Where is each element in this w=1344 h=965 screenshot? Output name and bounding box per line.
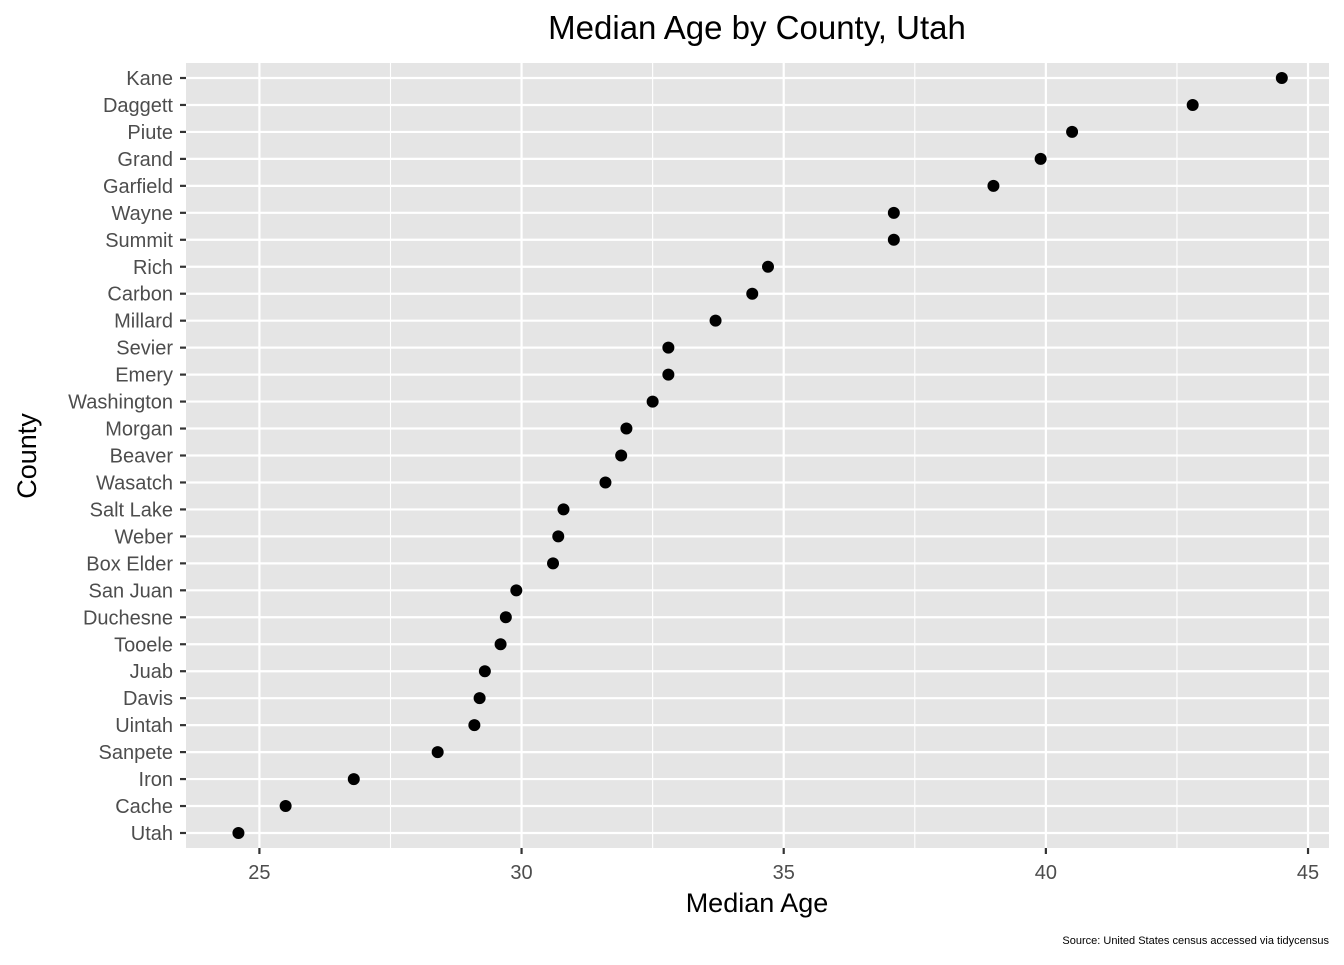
y-tick-label: Daggett	[103, 95, 173, 117]
data-point	[1066, 125, 1079, 138]
y-tick-label: Grand	[117, 149, 173, 171]
data-point	[552, 530, 565, 543]
y-tick-label: Rich	[133, 257, 173, 279]
data-point	[547, 557, 560, 570]
source-caption: Source: United States census accessed vi…	[1062, 935, 1329, 947]
data-point	[1034, 152, 1047, 165]
y-axis: Kane Daggett Piute Grand Garfield Wayne Summit…	[68, 68, 186, 845]
y-tick-label: Tooele	[114, 634, 173, 656]
y-tick-label: Piute	[127, 122, 173, 144]
y-tick-label: Sanpete	[98, 742, 173, 764]
x-axis-title: Median Age	[686, 888, 829, 918]
data-points	[232, 72, 1288, 839]
data-point	[478, 665, 491, 678]
y-tick-label: Cache	[115, 796, 173, 818]
data-point	[279, 800, 292, 813]
y-tick-label: Beaver	[110, 446, 174, 468]
y-tick-label: Carbon	[107, 284, 173, 306]
x-tick-label: 25	[248, 862, 270, 884]
data-point	[646, 395, 659, 408]
data-point	[1186, 98, 1199, 111]
data-point	[662, 341, 675, 354]
y-tick-label: Salt Lake	[90, 499, 173, 521]
x-tick-label: 30	[510, 862, 532, 884]
y-tick-label: Iron	[139, 769, 173, 791]
y-tick-label: Weber	[114, 526, 173, 548]
y-tick-label: Juab	[130, 661, 173, 683]
y-axis-title: County	[12, 413, 42, 499]
data-point	[494, 638, 507, 651]
y-tick-label: Summit	[105, 230, 173, 252]
data-point	[473, 692, 486, 705]
y-tick-label: Uintah	[115, 715, 173, 737]
y-tick-label: Wayne	[111, 203, 173, 225]
y-tick-label: Morgan	[105, 419, 173, 441]
data-point	[599, 476, 612, 489]
data-point	[620, 422, 633, 435]
y-tick-label: Emery	[115, 365, 173, 387]
data-point	[557, 503, 570, 516]
data-point	[431, 746, 444, 759]
y-tick-label: Sevier	[116, 338, 173, 360]
data-point	[987, 179, 1000, 192]
data-point	[662, 368, 675, 381]
y-tick-label: Duchesne	[83, 607, 173, 629]
y-tick-label: Wasatch	[96, 472, 173, 494]
y-tick-label: Garfield	[103, 176, 173, 198]
data-point	[746, 287, 759, 300]
data-point	[499, 611, 512, 624]
grid-lines	[186, 63, 1329, 848]
data-point	[232, 827, 245, 839]
data-point	[709, 314, 722, 327]
y-tick-label: Box Elder	[86, 553, 173, 575]
data-point	[510, 584, 523, 597]
y-tick-label: Millard	[114, 311, 173, 333]
y-tick-label: Davis	[123, 688, 173, 710]
data-point	[347, 773, 360, 786]
x-tick-label: 45	[1297, 862, 1319, 884]
y-tick-label: Utah	[131, 823, 173, 845]
data-point	[1275, 72, 1288, 84]
data-point	[468, 719, 481, 732]
chart-title: Median Age by County, Utah	[548, 9, 966, 46]
y-tick-label: Kane	[126, 68, 173, 90]
data-point	[887, 233, 900, 246]
x-axis: 25 30 35 40 45	[248, 848, 1319, 884]
y-tick-label: Washington	[68, 392, 173, 414]
x-tick-label: 40	[1035, 862, 1057, 884]
data-point	[761, 260, 774, 273]
y-tick-label: San Juan	[88, 580, 173, 602]
data-point	[887, 206, 900, 219]
data-point	[615, 449, 628, 462]
x-tick-label: 35	[773, 862, 795, 884]
